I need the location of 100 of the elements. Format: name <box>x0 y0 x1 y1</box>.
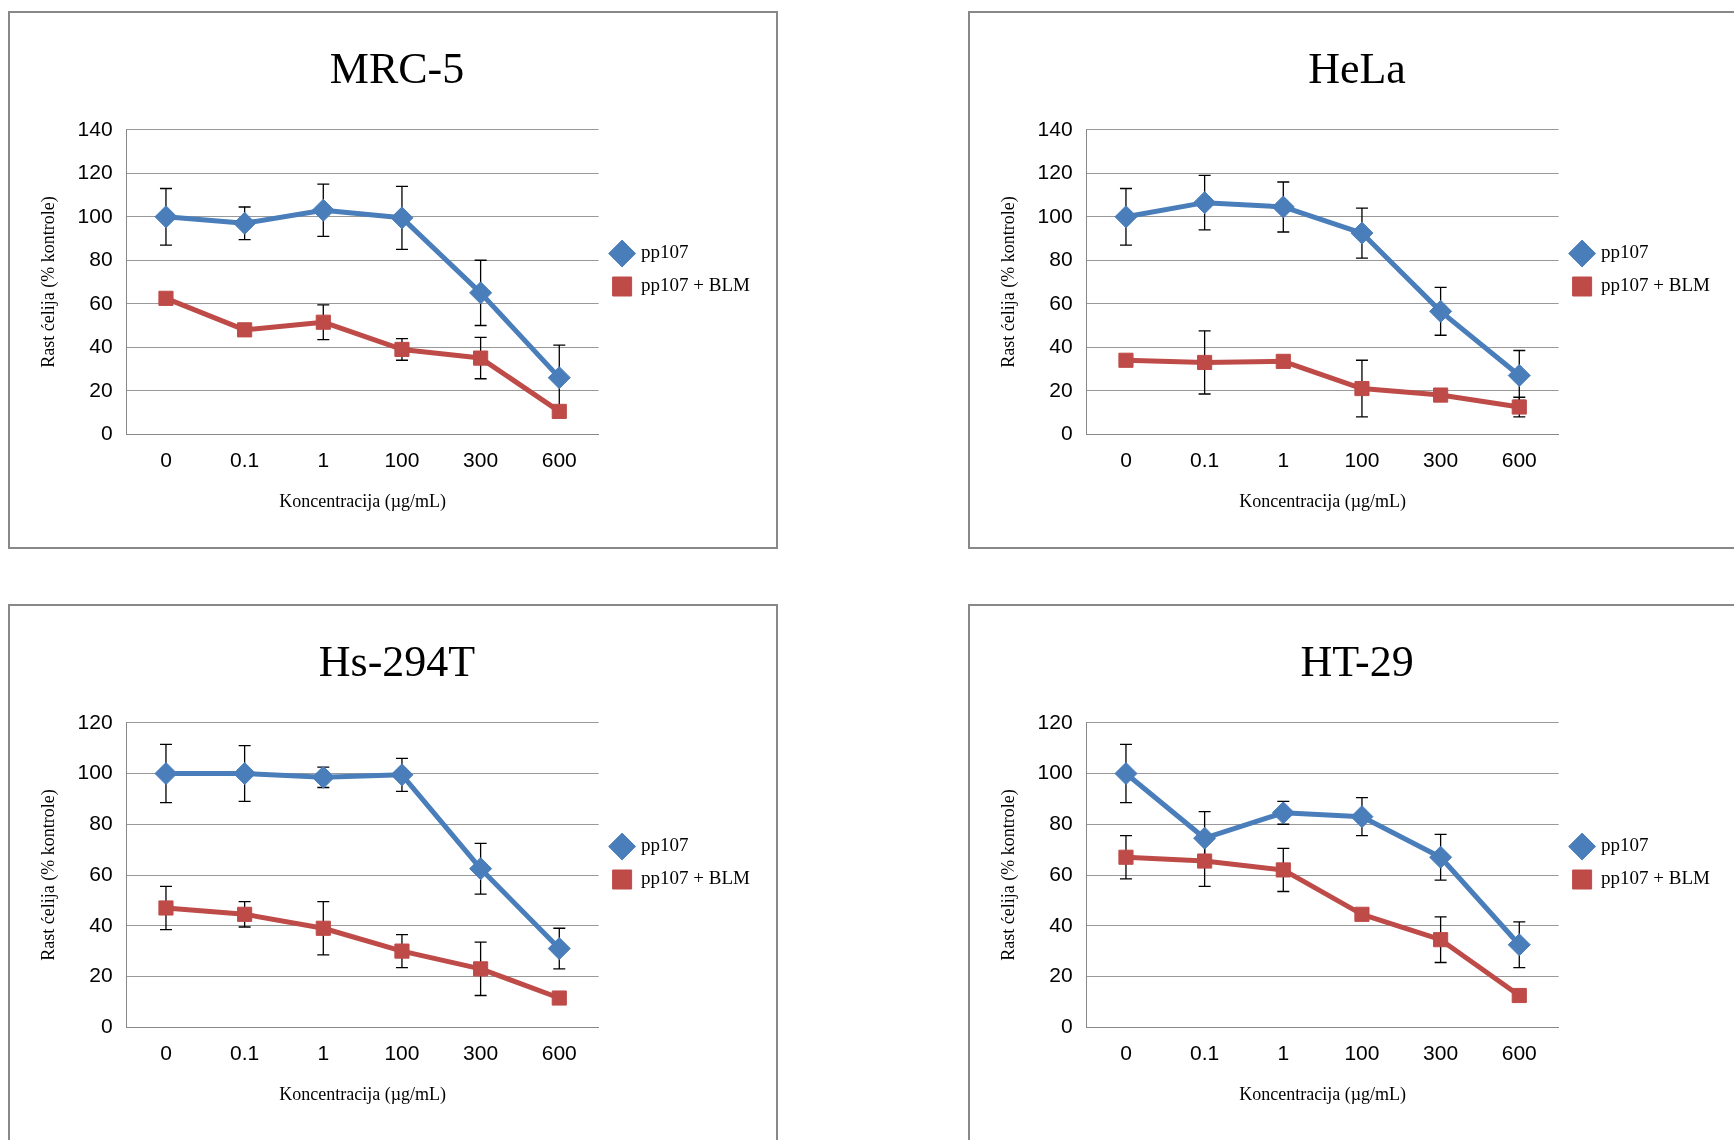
y-tick-label: 100 <box>1037 760 1073 784</box>
y-tick-label: 40 <box>1049 912 1073 936</box>
legend-label: pp107 <box>641 834 689 856</box>
x-tick-label: 1 <box>317 1040 330 1064</box>
point <box>1433 932 1449 948</box>
x-tick-label: 300 <box>463 1040 499 1064</box>
point <box>390 206 414 230</box>
y-tick-label: 60 <box>1049 861 1073 885</box>
x-tick-label: 1 <box>317 447 330 471</box>
y-tick-label: 20 <box>89 963 113 987</box>
point <box>1429 845 1453 869</box>
point <box>233 762 257 786</box>
y-axis-title: Rast ćelija (% kontrole) <box>37 789 59 961</box>
y-tick-label: 100 <box>77 203 113 227</box>
y-tick-label: 0 <box>100 421 113 444</box>
y-tick-label: 40 <box>89 334 113 358</box>
legend-label: pp107 <box>1601 834 1649 856</box>
point <box>1507 933 1531 957</box>
x-axis-title: Koncentracija (µg/mL) <box>1239 490 1407 512</box>
legend-label: pp107 + BLM <box>641 274 751 296</box>
y-axis-title: Rast ćelija (% kontrole) <box>997 789 1019 961</box>
x-tick-label: 600 <box>1501 1040 1537 1064</box>
legend-label: pp107 + BLM <box>1601 867 1711 889</box>
point <box>1350 805 1374 829</box>
y-tick-label: 20 <box>1049 963 1073 987</box>
point <box>1197 853 1213 869</box>
x-tick-label: 0.1 <box>1190 447 1220 471</box>
legend-label: pp107 + BLM <box>1601 274 1711 296</box>
x-tick-label: 0 <box>160 1040 172 1064</box>
x-axis-title: Koncentracija (µg/mL) <box>279 490 447 512</box>
point <box>1433 387 1449 403</box>
point <box>469 857 493 881</box>
point <box>237 322 253 338</box>
point <box>551 990 567 1006</box>
y-tick-label: 0 <box>1060 1014 1073 1037</box>
x-tick-label: 100 <box>384 447 420 471</box>
point <box>154 762 178 786</box>
y-tick-label: 0 <box>1060 421 1073 444</box>
point <box>315 920 331 936</box>
point <box>158 900 174 916</box>
y-tick-label: 80 <box>1049 811 1073 835</box>
y-tick-label: 40 <box>89 912 113 936</box>
x-tick-label: 300 <box>1423 447 1459 471</box>
chart-title: MRC-5 <box>329 43 465 93</box>
point <box>1350 221 1374 245</box>
y-tick-label: 40 <box>1049 334 1073 358</box>
point <box>473 961 489 977</box>
y-tick-label: 120 <box>1037 709 1073 733</box>
point <box>311 765 335 789</box>
point <box>1275 862 1291 878</box>
x-tick-label: 100 <box>384 1040 420 1064</box>
point <box>1118 849 1134 865</box>
point <box>1114 205 1138 229</box>
y-tick-label: 80 <box>1049 247 1073 271</box>
y-tick-label: 60 <box>1049 290 1073 314</box>
point <box>154 205 178 229</box>
chart-title: HeLa <box>1308 43 1406 93</box>
point <box>237 906 253 922</box>
point <box>1118 352 1134 368</box>
point <box>547 937 571 961</box>
x-tick-label: 0 <box>1120 1040 1132 1064</box>
point <box>469 281 493 305</box>
y-tick-label: 60 <box>89 290 113 314</box>
point <box>1197 354 1213 371</box>
point <box>315 314 331 330</box>
y-tick-label: 0 <box>100 1014 113 1037</box>
y-tick-label: 100 <box>1037 203 1073 227</box>
legend-label: pp107 <box>1601 241 1649 263</box>
point <box>233 211 257 235</box>
y-tick-label: 20 <box>89 377 113 401</box>
point <box>1275 353 1291 369</box>
point <box>1354 380 1370 397</box>
legend-label: pp107 <box>641 241 689 263</box>
y-tick-label: 120 <box>77 160 113 184</box>
point <box>473 350 489 366</box>
x-axis-title: Koncentracija (µg/mL) <box>279 1083 447 1105</box>
legend-label: pp107 + BLM <box>641 867 751 889</box>
point <box>547 366 571 390</box>
point <box>311 198 335 222</box>
y-tick-label: 120 <box>1037 160 1073 184</box>
point <box>1507 363 1531 387</box>
point <box>390 763 414 787</box>
x-tick-label: 600 <box>1501 447 1537 471</box>
y-tick-label: 100 <box>77 760 113 784</box>
point <box>394 943 410 959</box>
x-tick-label: 100 <box>1344 447 1380 471</box>
point <box>1193 191 1217 215</box>
x-tick-label: 0.1 <box>230 1040 260 1064</box>
x-tick-label: 0 <box>160 447 172 471</box>
point <box>1114 762 1138 786</box>
point <box>1271 801 1295 825</box>
x-tick-label: 600 <box>541 447 577 471</box>
x-tick-label: 0 <box>1120 447 1132 471</box>
point <box>1429 299 1453 323</box>
point <box>1193 826 1217 850</box>
chart-title: HT-29 <box>1300 636 1414 686</box>
point <box>394 341 410 357</box>
point <box>551 403 567 419</box>
point <box>1511 987 1527 1004</box>
y-tick-label: 120 <box>77 709 113 733</box>
